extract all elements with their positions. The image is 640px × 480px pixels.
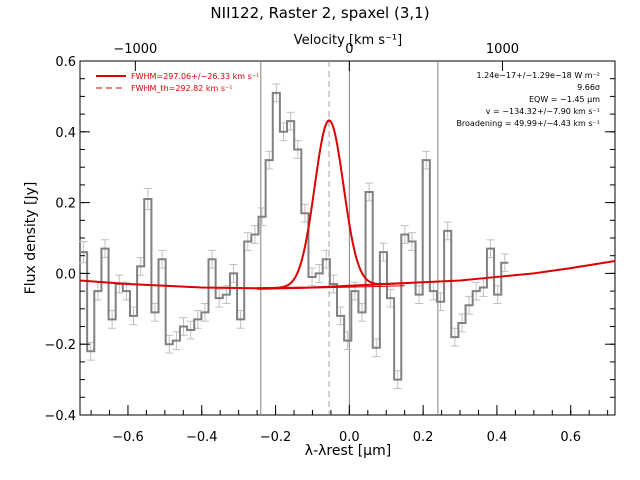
- spectrum-line: [80, 91, 509, 381]
- annotation-broadening: Broadening = 49.99+/−4.43 km s⁻¹: [456, 119, 600, 128]
- top-tick-label-1: 0: [345, 42, 353, 57]
- y-axis-label: Flux density [Jy]: [23, 182, 39, 295]
- bottom-tick-label-5: 0.4: [487, 430, 508, 445]
- bottom-tick-label-6: 0.6: [560, 430, 581, 445]
- top-axis-label: Velocity [km s⁻¹]: [294, 33, 402, 48]
- reference-lines: [260, 61, 439, 415]
- x-axis-label: λ-λrest [μm]: [305, 443, 391, 459]
- legend-entry-0: FWHM=297.06+/−26.33 km s⁻¹: [131, 72, 259, 81]
- y-tick-label-2: 0.0: [55, 267, 76, 282]
- axis-ticks: −0.6 −0.4 −0.2 0.0 0.2 0.4 0.6 −0.4 −0.2 0.0 0.2 0.…: [44, 42, 615, 445]
- annotation-velocity: v = −134.32+/−7.90 km s⁻¹: [486, 107, 600, 116]
- top-tick-label-0: −1000: [113, 42, 157, 57]
- component-baseline: [257, 285, 405, 290]
- bottom-tick-label-1: −0.4: [186, 430, 218, 445]
- legend-entry-1: FWHM_th=292.82 km s⁻¹: [131, 84, 232, 93]
- gaussian-fit-line: [257, 119, 405, 290]
- fit-curves: [79, 119, 616, 290]
- annotation-flux: 1.24e−17+/−1.29e−18 W m⁻²: [476, 71, 600, 80]
- top-tick-label-2: 1000: [486, 42, 519, 57]
- spectrum-histogram: [80, 91, 509, 381]
- chart-title: NII122, Raster 2, spaxel (3,1): [210, 4, 429, 22]
- y-tick-label-4: 0.4: [55, 126, 76, 141]
- bottom-tick-label-2: −0.2: [260, 430, 292, 445]
- y-tick-label-0: −0.4: [44, 409, 76, 424]
- legend: FWHM=297.06+/−26.33 km s⁻¹ FWHM_th=292.8…: [96, 72, 259, 93]
- y-tick-label-3: 0.2: [55, 197, 76, 212]
- bottom-tick-label-4: 0.2: [413, 430, 434, 445]
- y-tick-label-1: −0.2: [44, 338, 76, 353]
- baseline-fit-line: [79, 260, 616, 290]
- y-tick-label-5: 0.6: [55, 55, 76, 70]
- bottom-tick-label-3: 0.0: [339, 430, 360, 445]
- annotation-sigma: 9.66σ: [577, 83, 600, 92]
- fit-annotations: 1.24e−17+/−1.29e−18 W m⁻² 9.66σ EQW = −1…: [456, 71, 600, 128]
- annotation-eqw: EQW = −1.45 μm: [529, 95, 600, 104]
- bottom-tick-label-0: −0.6: [112, 430, 144, 445]
